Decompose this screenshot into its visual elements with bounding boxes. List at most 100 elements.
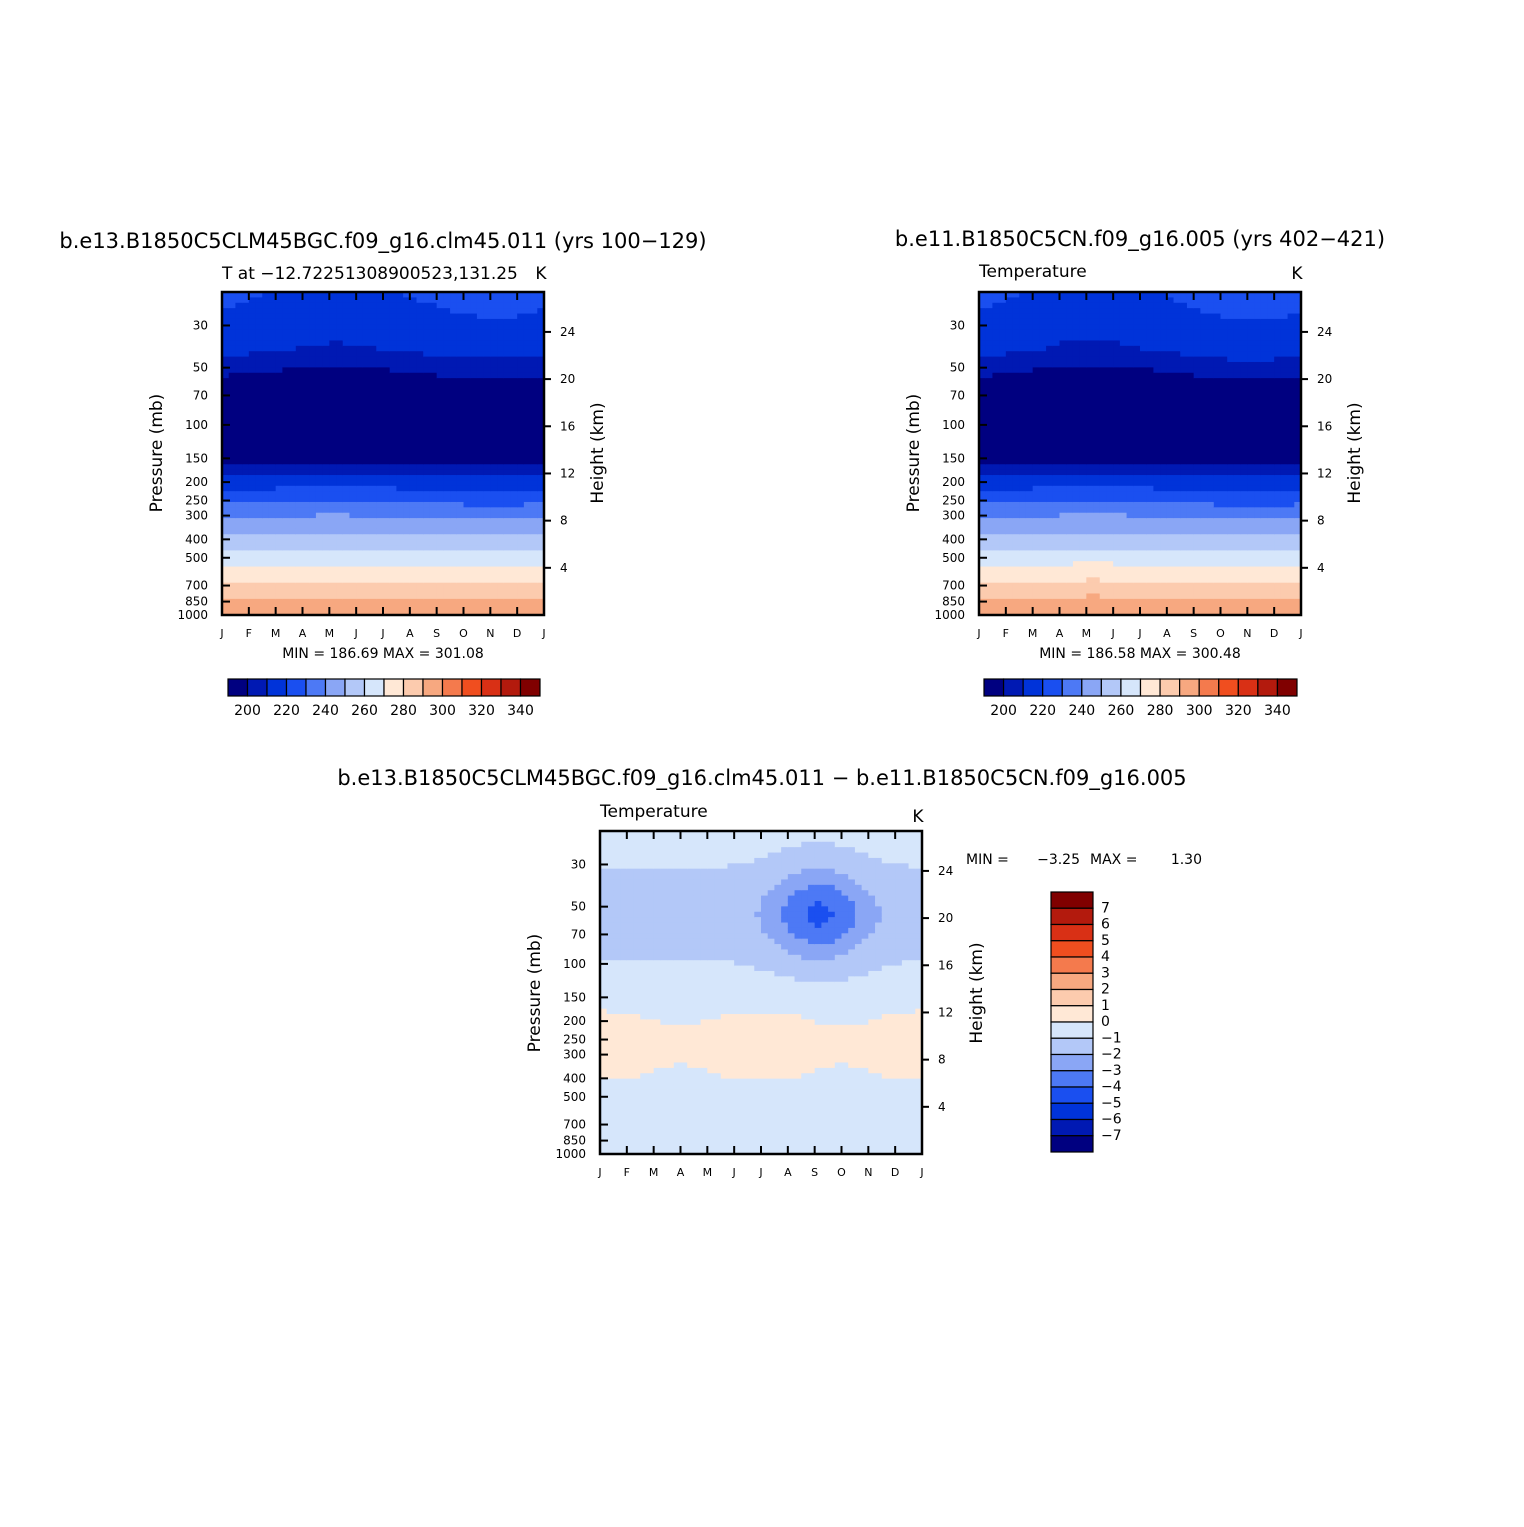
contour-cell [248,588,257,595]
contour-cell [1099,410,1108,417]
contour-cell [470,340,478,347]
contour-cell [985,480,994,487]
contour-cell [416,426,424,433]
contour-cell [235,582,243,589]
contour-cell [242,582,250,589]
contour-cell [1079,383,1087,390]
contour-cell [1106,453,1114,460]
contour-cell [248,399,257,406]
contour-cell [1106,496,1114,503]
contour-cell [416,351,424,358]
contour-cell [1113,437,1121,444]
contour-cell [329,491,337,498]
contour-cell [1160,528,1168,535]
contour-cell [1133,329,1141,336]
contour-cell [1072,302,1081,309]
contour-cell [383,297,391,304]
contour-cell [248,351,257,358]
contour-cell [289,415,297,422]
contour-cell [342,475,351,482]
contour-cell [1119,313,1128,320]
contour-cell [456,464,465,471]
contour-cell [1032,324,1040,331]
contour-cell [356,528,364,535]
contour-cell [450,485,458,492]
contour-cell [1160,507,1168,514]
contour-cell [409,588,418,595]
contour-cell [302,582,310,589]
contour-cell [309,297,317,304]
contour-cell [1180,501,1188,508]
contour-cell [1186,491,1195,498]
contour-cell [1066,335,1074,342]
contour-cell [329,297,337,304]
contour-cell [309,388,317,395]
contour-cell [456,588,465,595]
contour-cell [289,588,297,595]
contour-cell [315,345,324,352]
contour-cell [1146,475,1155,482]
contour-cell [1140,410,1148,417]
contour-cell [1119,566,1128,573]
contour-cell [985,345,994,352]
contour-cell [362,518,371,525]
contour-cell [369,604,377,611]
contour-cell [228,448,237,455]
contour-cell [336,367,344,374]
contour-cell [329,507,337,514]
contour-cell [476,372,485,379]
contour-cell [1079,399,1087,406]
contour-cell [443,405,451,412]
contour-cell [315,318,324,325]
contour-cell [1153,604,1161,611]
contour-cell [1086,313,1094,320]
contour-cell [992,302,1000,309]
contour-cell [268,555,277,562]
contour-cell [490,491,498,498]
contour-cell [1059,566,1067,573]
contour-cell [1180,480,1188,487]
contour-cell [1012,308,1020,315]
contour-cell [517,609,525,616]
contour-cell [1160,388,1168,395]
contour-cell [396,372,404,379]
contour-cell [383,302,391,309]
contour-cell [1039,528,1047,535]
contour-cell [309,361,317,368]
contour-cell [329,394,337,401]
contour-cell [1106,426,1114,433]
contour-cell [302,518,310,525]
contour-cell [235,571,243,578]
contour-cell [1146,453,1155,460]
contour-cell [1086,367,1094,374]
contour-cell [1019,485,1027,492]
contour-cell [1066,405,1074,412]
contour-cell [383,534,391,541]
contour-cell [1186,345,1195,352]
contour-cell [1119,475,1128,482]
contour-cell [450,324,458,331]
contour-cell [476,561,485,568]
contour-cell [1093,313,1101,320]
contour-cell [517,318,525,325]
contour-cell [1119,329,1128,336]
contour-cell [369,367,377,374]
contour-cell [342,426,351,433]
contour-cell [979,518,987,525]
contour-cell [396,394,404,401]
contour-cell [268,593,277,600]
contour-cell [456,345,465,352]
contour-cell [282,415,290,422]
contour-cell [1032,555,1040,562]
contour-cell [1186,496,1195,503]
contour-cell [1093,415,1101,422]
contour-cell [483,507,491,514]
contour-cell [517,302,525,309]
contour-cell [369,566,377,573]
contour-cell [255,464,263,471]
contour-cell [222,378,230,385]
contour-cell [383,335,391,342]
contour-cell [416,367,424,374]
contour-cell [476,604,485,611]
contour-cell [242,421,250,428]
